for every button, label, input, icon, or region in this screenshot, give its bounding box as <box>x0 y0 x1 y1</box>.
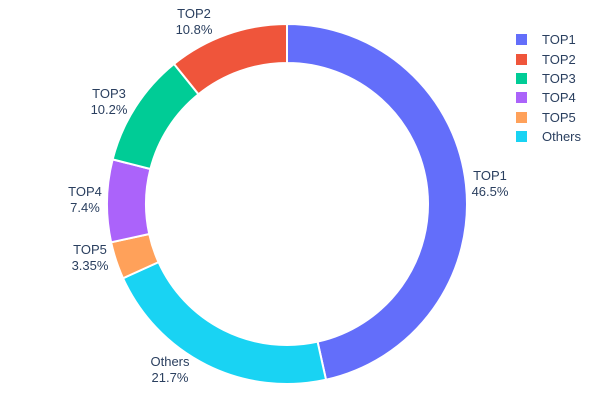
pie-slice-top1[interactable] <box>286 22 468 381</box>
legend-item-top3[interactable]: TOP3 <box>516 69 581 88</box>
legend-item-others[interactable]: Others <box>516 127 581 146</box>
legend: TOP1 TOP2 TOP3 TOP4 TOP5 Others <box>516 30 581 146</box>
pie-slice-others[interactable] <box>121 260 328 385</box>
pie-slice-top2[interactable] <box>172 22 288 96</box>
legend-swatch <box>516 34 527 46</box>
legend-label: TOP2 <box>542 51 576 67</box>
legend-swatch <box>516 72 527 84</box>
legend-item-top5[interactable]: TOP5 <box>516 108 581 127</box>
pie-slice-top4[interactable] <box>106 158 152 244</box>
legend-label: TOP5 <box>542 109 576 125</box>
legend-item-top1[interactable]: TOP1 <box>516 30 581 49</box>
legend-swatch <box>516 131 527 143</box>
legend-swatch <box>516 111 527 123</box>
legend-label: TOP4 <box>542 90 576 106</box>
legend-swatch <box>516 92 527 104</box>
legend-item-top2[interactable]: TOP2 <box>516 49 581 68</box>
legend-swatch <box>516 53 527 65</box>
legend-label: Others <box>542 129 582 145</box>
legend-label: TOP3 <box>542 70 576 86</box>
legend-label: TOP1 <box>542 32 576 48</box>
legend-item-top4[interactable]: TOP4 <box>516 88 581 107</box>
